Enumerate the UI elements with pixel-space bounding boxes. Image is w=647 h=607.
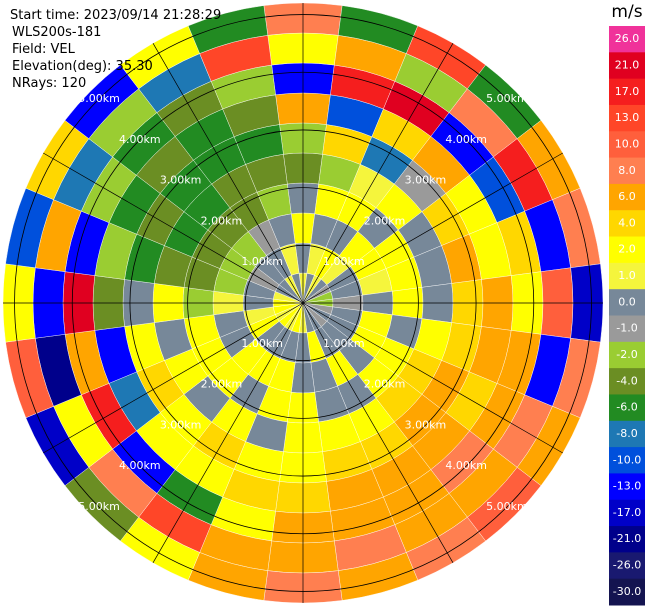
header-line: NRays: 120: [12, 76, 86, 91]
colorbar-segment: [609, 236, 645, 264]
range-label: 5.00km: [486, 500, 528, 513]
colorbar-label: -8.0: [616, 427, 637, 440]
colorbar-segment: [609, 52, 645, 80]
radial-line: [302, 43, 454, 304]
colorbar-segment: [609, 315, 645, 343]
colorbar-label: -30.0: [613, 585, 641, 598]
colorbar-label: -21.0: [613, 532, 641, 545]
range-ring: [129, 129, 477, 477]
colorbar-label: 6.0: [618, 190, 636, 203]
range-label: 4.00km: [119, 133, 161, 146]
range-label: 2.00km: [364, 378, 406, 391]
colorbar-segment: [609, 447, 645, 474]
radial-line: [302, 302, 454, 563]
colorbar-label: 13.0: [615, 111, 640, 124]
colorbar-label: 1.0: [618, 269, 636, 282]
range-label: 1.00km: [323, 337, 365, 350]
colorbar-segment: [609, 26, 645, 53]
colorbar-label: -1.0: [616, 322, 637, 335]
velocity-cell: [187, 5, 268, 54]
range-label: 4.00km: [445, 459, 487, 472]
colorbar-segment: [609, 289, 645, 316]
range-label: 3.00km: [405, 418, 447, 431]
colorbar-label: -6.0: [616, 401, 637, 414]
range-ring: [71, 71, 535, 535]
colorbar-segment: [609, 210, 645, 238]
range-ring: [14, 14, 592, 592]
range-label: 1.00km: [323, 255, 365, 268]
colorbar-label: -10.0: [613, 453, 641, 466]
range-label: 5.00km: [78, 92, 120, 105]
colorbar-label: 4.0: [618, 216, 636, 229]
colorbar-segment: [609, 473, 645, 501]
range-rings: [3, 3, 603, 603]
colorbar-label: 10.0: [615, 137, 640, 150]
colorbar: m/s 26.0 21.0 17.0 13.0 10.0 8.0 6.0 4.0 2.0 1.0 0.…: [609, 2, 645, 606]
colorbar-segment: [609, 368, 645, 395]
colorbar-label: -2.0: [616, 348, 637, 361]
colorbar-segment: [609, 78, 645, 106]
range-label: 2.00km: [364, 214, 406, 227]
range-label: 3.00km: [160, 174, 202, 187]
colorbar-segment: [609, 131, 645, 159]
colorbar-label: -13.0: [613, 480, 641, 493]
range-label: 2.00km: [201, 378, 243, 391]
radial-line: [152, 43, 304, 304]
colorbar-segment: [609, 341, 645, 369]
colorbar-segment: [609, 183, 645, 211]
colorbar-segment: [609, 157, 645, 185]
radial-line: [302, 302, 563, 454]
range-label: 3.00km: [405, 174, 447, 187]
range-label: 1.00km: [241, 255, 283, 268]
colorbar-label: -17.0: [613, 506, 641, 519]
header-line: Elevation(deg): 35.30: [12, 59, 153, 74]
colorbar-segment: [609, 526, 645, 553]
range-label: 2.00km: [201, 214, 243, 227]
colorbar-segment: [609, 552, 645, 580]
colorbar-label: 0.0: [618, 295, 636, 308]
header-line: WLS200s-181: [12, 25, 101, 40]
colorbar-segment: [609, 262, 645, 290]
colorbar-title: m/s: [611, 2, 642, 22]
header-line: Field: VEL: [12, 42, 76, 57]
range-ring: [244, 244, 362, 362]
range-label: 5.00km: [486, 92, 528, 105]
annotations: 1.00km 1.00km 1.00km 1.00km 2.00km 2.00km 2.00…: [10, 8, 528, 513]
colorbar-label: -26.0: [613, 559, 641, 572]
colorbar-segment: [609, 104, 645, 132]
range-label: 3.00km: [160, 418, 202, 431]
range-label: 4.00km: [445, 133, 487, 146]
radial-line: [302, 152, 563, 304]
radial-line: [43, 302, 304, 454]
radial-line: [43, 152, 304, 304]
colorbar-segment: [609, 394, 645, 422]
range-ring: [187, 187, 419, 419]
colorbar-label: 26.0: [615, 32, 640, 45]
range-label: 1.00km: [241, 337, 283, 350]
colorbar-label: 8.0: [618, 164, 636, 177]
colorbar-label: 2.0: [618, 243, 636, 256]
plot: [2, 2, 604, 604]
colorbar-segment: [609, 499, 645, 527]
colorbar-label: 21.0: [615, 58, 640, 71]
colorbar-segment: [609, 420, 645, 448]
colorbar-label: 17.0: [615, 85, 640, 98]
colorbar-label: -4.0: [616, 374, 637, 387]
header-line: Start time: 2023/09/14 21:28:29: [10, 8, 221, 23]
range-label: 5.00km: [78, 500, 120, 513]
radial-line: [152, 302, 304, 563]
range-label: 4.00km: [119, 459, 161, 472]
colorbar-segment: [609, 578, 645, 606]
